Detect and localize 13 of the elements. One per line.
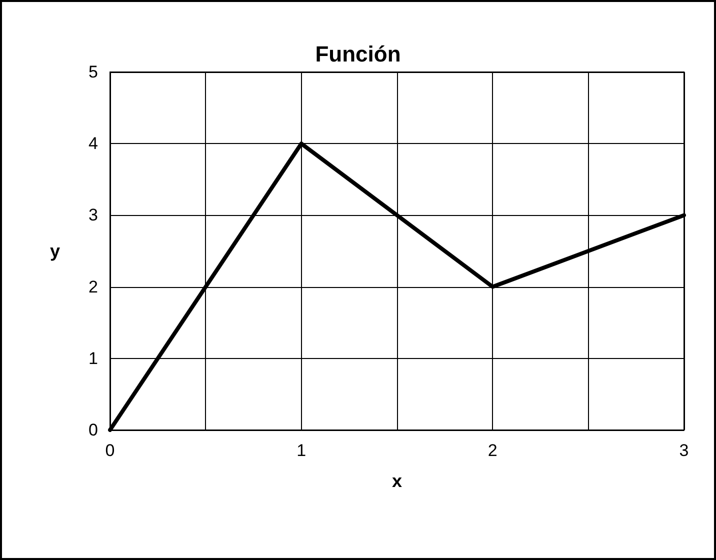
x-tick-label: 2 (488, 441, 498, 460)
x-tick-label: 1 (296, 441, 306, 460)
y-tick-label: 1 (88, 348, 98, 368)
x-axis-title: x (392, 471, 402, 491)
x-tick-label: 3 (679, 441, 689, 460)
y-tick-label: 5 (88, 62, 98, 82)
y-tick-label: 4 (88, 134, 98, 154)
y-tick-label: 3 (88, 206, 98, 225)
chart-title: Función (315, 42, 401, 66)
x-tick-label: 0 (105, 441, 115, 460)
y-tick-label: 2 (88, 277, 98, 296)
y-tick-label: 0 (88, 420, 98, 440)
y-axis-title: y (50, 241, 60, 261)
